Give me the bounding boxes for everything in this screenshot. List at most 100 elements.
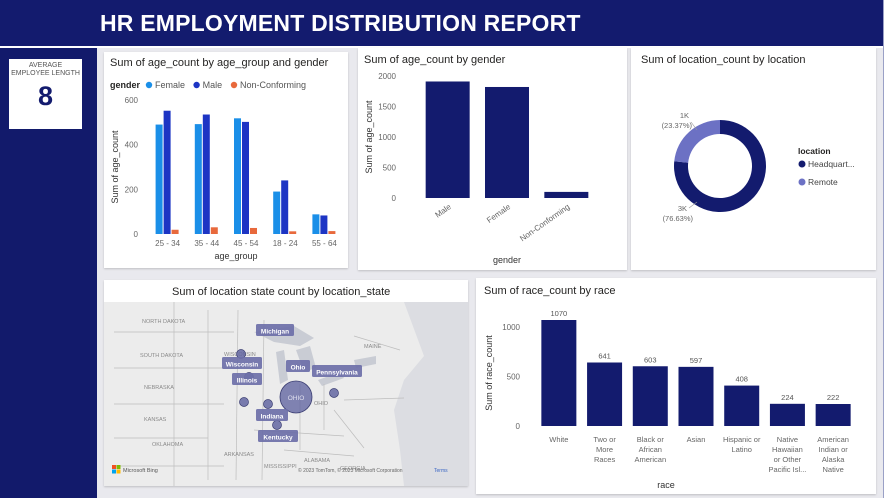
- age-gender-chart-svg: gender Female Male Non-Conforming 0 200 400 600…: [110, 80, 337, 261]
- bar: [769, 403, 805, 426]
- bar: [544, 191, 589, 198]
- x-tick-label: Female: [485, 202, 512, 225]
- bar: [724, 385, 760, 426]
- chart-title: Sum of age_count by gender: [364, 54, 506, 66]
- map-provider-label: Microsoft Bing: [123, 468, 158, 474]
- legend-marker: [145, 81, 153, 89]
- report-title: HR EMPLOYMENT DISTRIBUTION REPORT: [100, 10, 581, 36]
- y-tick-label: 1000: [378, 133, 396, 142]
- x-tick-label: White: [549, 435, 568, 444]
- x-tick-label: Non-Conforming: [518, 202, 571, 243]
- bar: [171, 229, 179, 234]
- map-bubble-label: OHIO: [288, 395, 305, 402]
- state-chip: [256, 324, 294, 336]
- bar: [163, 110, 171, 234]
- state-chip-label: Michigan: [261, 329, 289, 336]
- bar: [281, 180, 289, 234]
- map-region-label: ALABAMA: [304, 458, 330, 464]
- chart-title: Sum of race_count by race: [484, 285, 616, 297]
- y-tick-label: 500: [383, 164, 397, 173]
- state-chip: [256, 409, 288, 421]
- data-label: 408: [735, 375, 748, 384]
- x-axis-label: age_group: [214, 251, 257, 261]
- map-title: Sum of location state count by location_…: [172, 286, 391, 298]
- legend-label: Headquart...: [808, 159, 855, 169]
- x-tick-label: Races: [594, 455, 616, 464]
- state-chip-label: Wisconsin: [226, 362, 258, 369]
- x-tick-label: or Other: [774, 455, 802, 464]
- map-bubble-large: [279, 380, 313, 414]
- map-copyright: © 2023 TomTom, © 2023 Microsoft Corporat…: [298, 467, 403, 474]
- map-region-label: OHIO: [314, 401, 329, 407]
- chart-card-gender[interactable]: Sum of age_count by gender 0 500 1000 1500 2…: [358, 48, 627, 270]
- bar: [312, 214, 320, 234]
- location-donut-svg: 1K(23.37%) 3K(76.63%) location Headquart...…: [662, 111, 855, 223]
- state-border: [343, 397, 405, 401]
- x-tick-label: Native: [823, 465, 844, 474]
- chart-card-race[interactable]: Sum of race_count by race 0 500 1000 1070 Wh…: [476, 278, 876, 494]
- bar: [328, 231, 336, 234]
- x-tick-label: Native: [777, 435, 798, 444]
- x-tick-label: Two or: [593, 435, 616, 444]
- state-border: [353, 335, 401, 351]
- data-label: 641: [598, 351, 611, 360]
- bar: [587, 362, 623, 426]
- x-tick-label: 55 - 64: [312, 239, 337, 248]
- map-card[interactable]: Sum of location state count by location_…: [104, 280, 468, 486]
- legend-title: location: [798, 146, 831, 156]
- legend-marker: [230, 81, 238, 89]
- bing-logo-yellow: [116, 469, 121, 474]
- map-region-label: MAINE: [364, 344, 382, 350]
- bar: [815, 404, 851, 426]
- y-tick-label: 500: [507, 372, 521, 381]
- data-label-percent: (76.63%): [663, 214, 694, 223]
- bar: [632, 366, 668, 426]
- data-label: 224: [781, 393, 794, 402]
- y-tick-label: 400: [125, 141, 139, 150]
- map-region-label: SOUTH DAKOTA: [140, 353, 183, 359]
- state-chip-label: Ohio: [291, 365, 306, 372]
- map-bubble: [263, 399, 273, 409]
- x-tick-label: Hispanic or: [723, 435, 761, 444]
- legend-marker: [798, 178, 806, 186]
- data-label-value: 3K: [678, 204, 687, 213]
- x-tick-label: 45 - 54: [234, 239, 259, 248]
- chart-card-age-gender[interactable]: Sum of age_count by age_group and gender…: [104, 52, 348, 268]
- x-tick-label: Hawaiian: [772, 445, 803, 454]
- state-chip-label: Pennsylvania: [316, 370, 358, 377]
- chart-card-location[interactable]: Sum of location_count by location 1K (23.…: [631, 48, 876, 270]
- x-axis-label: race: [657, 480, 675, 490]
- y-tick-label: 1000: [502, 323, 520, 332]
- data-label-percent: (23.37%): [662, 121, 693, 130]
- state-chip: [232, 373, 262, 385]
- bar: [242, 121, 249, 234]
- x-tick-label: African: [639, 445, 662, 454]
- bar: [678, 366, 714, 426]
- lake-huron: [296, 346, 316, 372]
- x-axis-label: gender: [493, 255, 521, 265]
- bar: [250, 227, 257, 234]
- legend-label: Male: [203, 80, 223, 90]
- legend-label: Female: [155, 80, 185, 90]
- map-svg[interactable]: NORTH DAKOTA SOUTH DAKOTA NEBRASKA KANSAS OK…: [104, 280, 468, 486]
- state-chip: [312, 365, 362, 377]
- bing-logo-blue: [112, 469, 116, 474]
- atlantic-ocean: [394, 302, 468, 486]
- y-tick-label: 1500: [378, 103, 396, 112]
- y-tick-label: 0: [392, 194, 397, 203]
- x-tick-label: American: [634, 455, 666, 464]
- donut-slice: [674, 120, 766, 212]
- right-edge-divider: [883, 0, 887, 498]
- y-tick-label: 600: [125, 96, 139, 105]
- kpi-card-average-employee-length[interactable]: AVERAGE EMPLOYEE LENGTH 8: [9, 59, 82, 129]
- bar: [425, 81, 470, 198]
- state-border: [235, 309, 239, 481]
- x-tick-label: Black or: [637, 435, 665, 444]
- kpi-value: 8: [37, 81, 54, 111]
- kpi-label: AVERAGE EMPLOYEE LENGTH: [11, 62, 80, 77]
- map-region-label: NORTH DAKOTA: [142, 319, 186, 325]
- gender-chart-svg: 0 500 1000 1500 2000 Male Female Non-Conforming…: [364, 72, 589, 265]
- legend-marker: [193, 81, 200, 89]
- bing-logo-red: [112, 465, 116, 469]
- legend-label: Remote: [808, 177, 838, 187]
